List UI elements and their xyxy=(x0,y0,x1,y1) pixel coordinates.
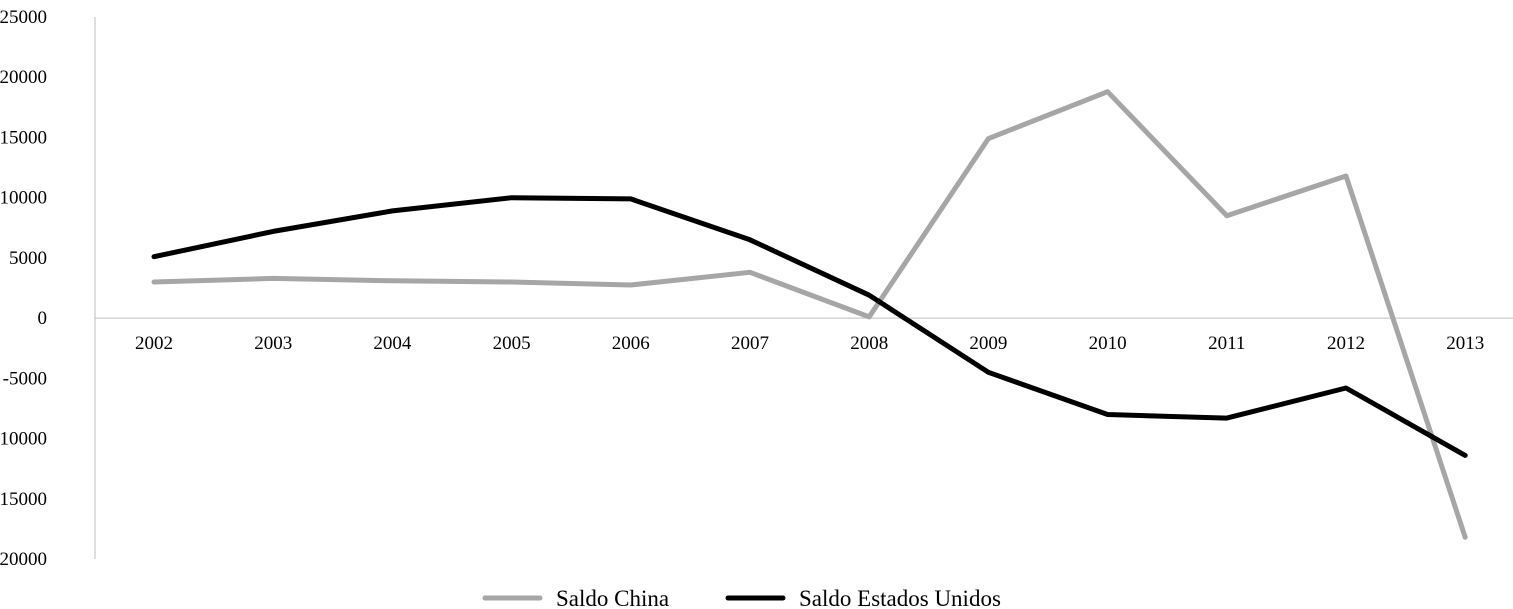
y-tick-label: 20000 xyxy=(0,67,47,88)
x-tick-label: 2011 xyxy=(1208,333,1245,354)
x-tick-label: 2006 xyxy=(612,333,650,354)
x-axis: 2002 2003 2004 2005 2006 2007 2008 2009 2010 2011… xyxy=(95,317,1513,354)
y-tick-label: -10000 xyxy=(0,429,47,450)
x-tick-label: 2007 xyxy=(731,333,769,354)
x-tick-label: 2012 xyxy=(1327,333,1365,354)
legend-label: Saldo China xyxy=(556,586,669,609)
series-line-saldo-estados-unidos xyxy=(151,195,1468,458)
series-lines xyxy=(151,89,1468,540)
y-tick-label: 15000 xyxy=(0,127,47,148)
x-tick-label: 2002 xyxy=(135,333,173,354)
y-tick-label: 10000 xyxy=(0,188,47,209)
y-axis: 25000 20000 15000 10000 5000 0 -5000 -10000 -150… xyxy=(0,7,96,570)
y-tick-label: 25000 xyxy=(0,7,47,28)
x-tick-label: 2005 xyxy=(493,333,531,354)
legend: Saldo China Saldo Estados Unidos xyxy=(482,586,1001,609)
x-tick-label: 2008 xyxy=(850,333,888,354)
y-tick-label: -20000 xyxy=(0,549,47,570)
y-tick-label: 5000 xyxy=(9,248,47,269)
legend-label: Saldo Estados Unidos xyxy=(799,586,1001,609)
x-tick-label: 2013 xyxy=(1446,333,1484,354)
x-tick-label: 2010 xyxy=(1089,333,1127,354)
series-line-saldo-china xyxy=(151,89,1468,540)
x-tick-label: 2009 xyxy=(969,333,1007,354)
x-tick-label: 2003 xyxy=(254,333,292,354)
y-tick-label: -15000 xyxy=(0,489,47,510)
x-tick-label: 2004 xyxy=(373,333,412,354)
y-tick-label: 0 xyxy=(38,308,48,329)
y-tick-label: -5000 xyxy=(3,368,47,389)
